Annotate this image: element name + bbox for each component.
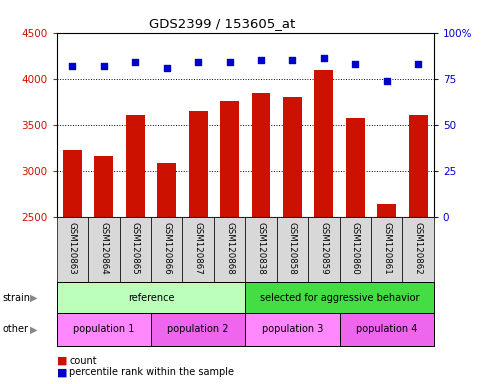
Bar xyxy=(340,313,434,346)
Point xyxy=(194,59,202,65)
Bar xyxy=(189,111,208,384)
Text: GSM120864: GSM120864 xyxy=(99,222,108,275)
Bar xyxy=(377,204,396,384)
Bar xyxy=(308,217,340,282)
Point xyxy=(100,63,108,69)
Bar xyxy=(277,217,308,282)
Text: GSM120859: GSM120859 xyxy=(319,222,328,275)
Bar xyxy=(57,282,245,313)
Bar xyxy=(245,313,340,346)
Text: strain: strain xyxy=(2,293,31,303)
Text: other: other xyxy=(2,324,29,334)
Bar xyxy=(182,217,214,282)
Text: GSM120867: GSM120867 xyxy=(194,222,203,275)
Bar xyxy=(346,118,365,384)
Bar xyxy=(409,115,427,384)
Bar xyxy=(315,70,333,384)
Text: population 4: population 4 xyxy=(356,324,418,334)
Text: ■: ■ xyxy=(57,356,67,366)
Bar xyxy=(245,282,434,313)
Bar xyxy=(283,97,302,384)
Bar xyxy=(57,313,151,346)
Bar xyxy=(151,217,182,282)
Bar xyxy=(371,217,402,282)
Bar xyxy=(88,217,119,282)
Bar xyxy=(151,313,245,346)
Point xyxy=(257,57,265,63)
Bar xyxy=(57,217,88,282)
Point xyxy=(131,59,139,65)
Text: population 1: population 1 xyxy=(73,324,135,334)
Point xyxy=(383,78,390,84)
Text: ▶: ▶ xyxy=(30,324,37,334)
Bar xyxy=(94,156,113,384)
Point xyxy=(320,55,328,61)
Text: count: count xyxy=(69,356,97,366)
Bar xyxy=(157,162,176,384)
Text: population 3: population 3 xyxy=(262,324,323,334)
Text: GSM120838: GSM120838 xyxy=(256,222,266,275)
Text: GDS2399 / 153605_at: GDS2399 / 153605_at xyxy=(149,17,295,30)
Text: GSM120862: GSM120862 xyxy=(414,222,423,275)
Text: GSM120868: GSM120868 xyxy=(225,222,234,275)
Text: GSM120866: GSM120866 xyxy=(162,222,171,275)
Point xyxy=(352,61,359,67)
Text: GSM120861: GSM120861 xyxy=(382,222,391,275)
Text: percentile rank within the sample: percentile rank within the sample xyxy=(69,367,234,377)
Bar xyxy=(126,115,145,384)
Bar xyxy=(340,217,371,282)
Point xyxy=(163,65,171,71)
Bar xyxy=(119,217,151,282)
Text: GSM120865: GSM120865 xyxy=(131,222,140,275)
Text: reference: reference xyxy=(128,293,174,303)
Bar xyxy=(63,150,82,384)
Point xyxy=(288,57,296,63)
Bar xyxy=(214,217,245,282)
Text: selected for aggressive behavior: selected for aggressive behavior xyxy=(260,293,420,303)
Point xyxy=(69,63,76,69)
Bar xyxy=(245,217,277,282)
Text: ▶: ▶ xyxy=(30,293,37,303)
Bar xyxy=(251,93,270,384)
Point xyxy=(414,61,422,67)
Text: GSM120858: GSM120858 xyxy=(288,222,297,275)
Text: GSM120863: GSM120863 xyxy=(68,222,77,275)
Text: GSM120860: GSM120860 xyxy=(351,222,360,275)
Point xyxy=(226,59,234,65)
Text: ■: ■ xyxy=(57,367,67,377)
Bar xyxy=(402,217,434,282)
Text: population 2: population 2 xyxy=(168,324,229,334)
Bar xyxy=(220,101,239,384)
